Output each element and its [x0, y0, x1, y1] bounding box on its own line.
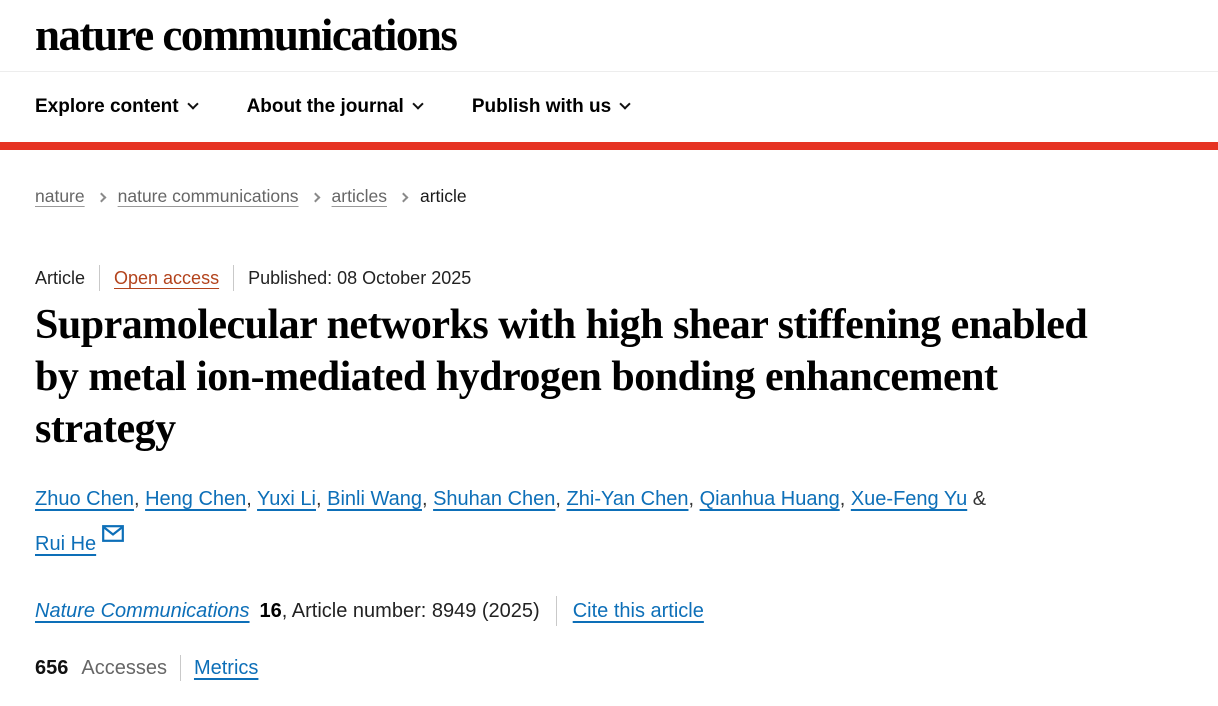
author-link[interactable]: Qianhua Huang — [699, 488, 840, 510]
author-list-row: Zhuo Chen, Heng Chen, Yuxi Li, Binli Wan… — [35, 477, 1183, 567]
divider — [179, 655, 181, 681]
journal-link[interactable]: Nature Communications — [35, 599, 250, 622]
breadcrumb-current-article: article — [419, 186, 467, 206]
author-link[interactable]: Heng Chen — [145, 488, 247, 510]
published-date: Published: 08 October 2025 — [248, 267, 472, 288]
author-link[interactable]: Rui He — [35, 533, 97, 555]
divider — [555, 596, 557, 626]
brand-red-divider — [0, 142, 1218, 150]
volume-number: 16 — [259, 599, 282, 622]
nav-item-about-the-journal[interactable]: About the journal — [246, 96, 424, 118]
article-page: nature nature communications articles ar… — [0, 186, 1218, 681]
author-link[interactable]: Shuhan Chen — [433, 488, 556, 510]
citation-text: Nature Communications 16, Article number:… — [35, 600, 540, 623]
metrics-link[interactable]: Metrics — [193, 656, 259, 679]
chevron-right-icon — [398, 192, 409, 202]
author-link[interactable]: Zhuo Chen — [35, 488, 134, 510]
nav-item-label: Explore content — [35, 96, 179, 117]
breadcrumb-link-articles[interactable]: articles — [331, 186, 387, 206]
author-link[interactable]: Binli Wang — [327, 488, 422, 510]
divider — [233, 265, 235, 291]
divider — [99, 265, 101, 291]
accesses-count: 656 — [35, 656, 69, 679]
nav-item-explore-content[interactable]: Explore content — [35, 96, 199, 118]
breadcrumb-link-nature[interactable]: nature — [35, 186, 85, 206]
metrics-row: 656 Accesses Metrics — [35, 655, 1183, 681]
article-title: Supramolecular networks with high shear … — [35, 302, 1088, 452]
journal-logo[interactable]: nature communications — [35, 10, 458, 60]
author-link[interactable]: Xue-Feng Yu — [850, 488, 968, 510]
accesses-label: Accesses — [81, 656, 167, 679]
site-header: nature communications — [0, 0, 1218, 72]
citation-row: Nature Communications 16, Article number:… — [35, 596, 1183, 626]
open-access-link[interactable]: Open access — [114, 267, 220, 288]
article-number-text: , Article number: 8949 (2025) — [281, 599, 540, 622]
chevron-down-icon — [619, 98, 631, 110]
chevron-down-icon — [186, 98, 199, 110]
primary-nav: Explore content About the journal Publis… — [0, 72, 1218, 142]
author-list: Zhuo Chen, Heng Chen, Yuxi Li, Binli Wan… — [35, 488, 987, 555]
article-meta-row: Article Open access Published: 08 Octobe… — [35, 265, 1183, 291]
chevron-right-icon — [96, 192, 107, 202]
chevron-right-icon — [310, 192, 320, 202]
breadcrumb: nature nature communications articles ar… — [35, 186, 1183, 207]
nav-item-label: About the journal — [246, 96, 404, 117]
email-envelope-icon[interactable] — [102, 525, 125, 542]
nav-item-publish-with-us[interactable]: Publish with us — [471, 96, 631, 118]
chevron-down-icon — [412, 98, 424, 110]
cite-this-article-link[interactable]: Cite this article — [572, 599, 704, 622]
nav-item-label: Publish with us — [471, 96, 612, 117]
author-link[interactable]: Zhi-Yan Chen — [566, 488, 689, 510]
article-type-label: Article — [35, 267, 86, 288]
author-link[interactable]: Yuxi Li — [257, 488, 316, 510]
breadcrumb-link-nature-communications[interactable]: nature communications — [117, 186, 299, 206]
